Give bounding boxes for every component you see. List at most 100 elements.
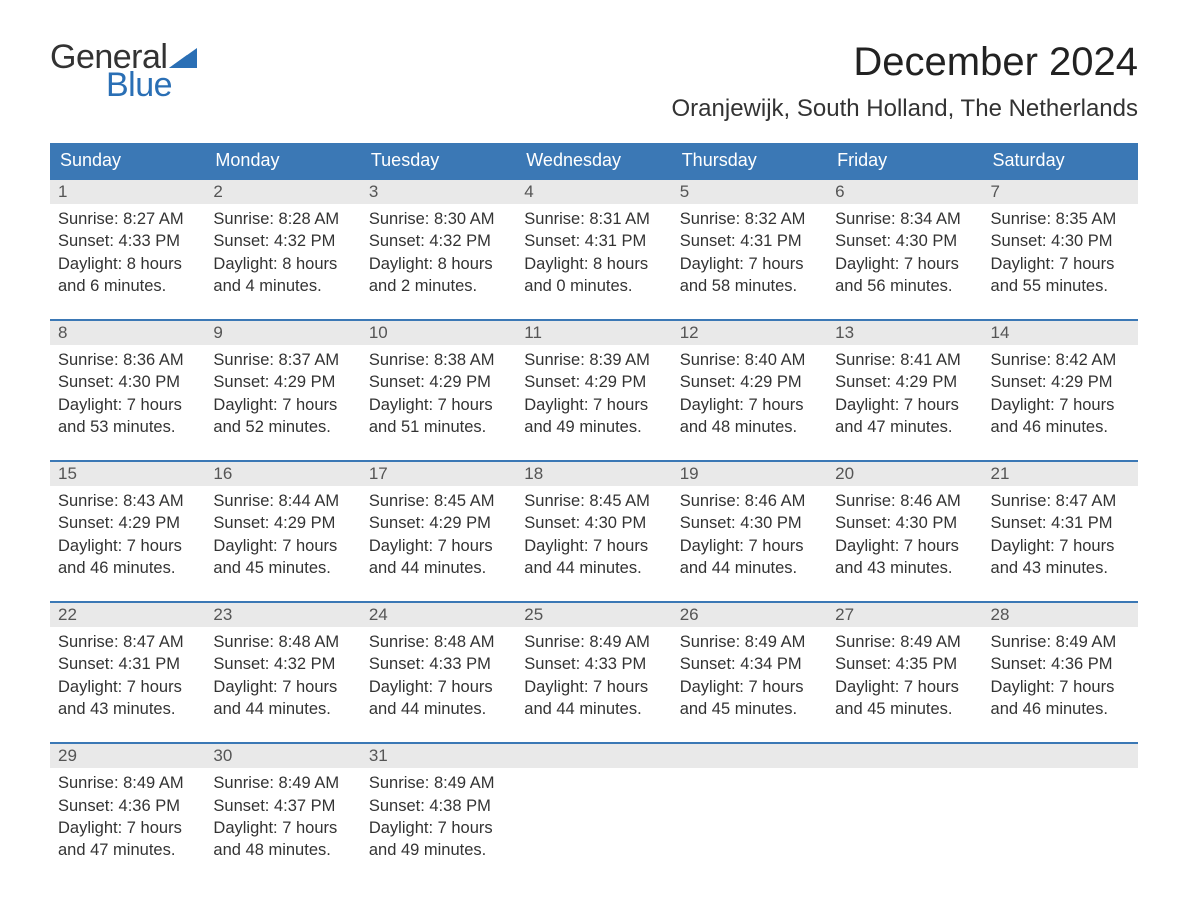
day-cell: Sunrise: 8:37 AMSunset: 4:29 PMDaylight:…: [205, 345, 360, 438]
daylight-text: Daylight: 8 hours: [213, 253, 352, 275]
day-number: 23: [205, 603, 360, 627]
sunrise-text: Sunrise: 8:45 AM: [369, 490, 508, 512]
day-number: 14: [983, 321, 1138, 345]
day-cell: Sunrise: 8:27 AMSunset: 4:33 PMDaylight:…: [50, 204, 205, 297]
daylight-text: and 47 minutes.: [835, 416, 974, 438]
sunset-text: Sunset: 4:29 PM: [369, 512, 508, 534]
daylight-text: Daylight: 7 hours: [369, 535, 508, 557]
sunset-text: Sunset: 4:36 PM: [58, 795, 197, 817]
day-number: 10: [361, 321, 516, 345]
day-cell: [672, 768, 827, 861]
day-cell: Sunrise: 8:46 AMSunset: 4:30 PMDaylight:…: [827, 486, 982, 579]
day-cell: Sunrise: 8:45 AMSunset: 4:30 PMDaylight:…: [516, 486, 671, 579]
sunrise-text: Sunrise: 8:44 AM: [213, 490, 352, 512]
sunset-text: Sunset: 4:29 PM: [680, 371, 819, 393]
day-cell: Sunrise: 8:48 AMSunset: 4:32 PMDaylight:…: [205, 627, 360, 720]
daylight-text: Daylight: 8 hours: [369, 253, 508, 275]
daylight-text: and 2 minutes.: [369, 275, 508, 297]
sunset-text: Sunset: 4:32 PM: [369, 230, 508, 252]
sunrise-text: Sunrise: 8:46 AM: [835, 490, 974, 512]
daylight-text: Daylight: 7 hours: [680, 676, 819, 698]
daylight-text: and 44 minutes.: [213, 698, 352, 720]
sunset-text: Sunset: 4:29 PM: [991, 371, 1130, 393]
day-number: 8: [50, 321, 205, 345]
day-cell: Sunrise: 8:49 AMSunset: 4:36 PMDaylight:…: [983, 627, 1138, 720]
daylight-text: and 43 minutes.: [58, 698, 197, 720]
day-number: 27: [827, 603, 982, 627]
sunrise-text: Sunrise: 8:49 AM: [680, 631, 819, 653]
day-number: 3: [361, 180, 516, 204]
day-number: 22: [50, 603, 205, 627]
sunset-text: Sunset: 4:29 PM: [835, 371, 974, 393]
daylight-text: and 46 minutes.: [58, 557, 197, 579]
daylight-text: Daylight: 7 hours: [991, 394, 1130, 416]
daylight-text: Daylight: 7 hours: [835, 253, 974, 275]
content-row: Sunrise: 8:47 AMSunset: 4:31 PMDaylight:…: [50, 627, 1138, 720]
daylight-text: Daylight: 7 hours: [835, 676, 974, 698]
sunrise-text: Sunrise: 8:38 AM: [369, 349, 508, 371]
day-cell: Sunrise: 8:48 AMSunset: 4:33 PMDaylight:…: [361, 627, 516, 720]
weekday-header: Sunday: [50, 143, 205, 178]
daylight-text: Daylight: 7 hours: [991, 253, 1130, 275]
day-cell: Sunrise: 8:39 AMSunset: 4:29 PMDaylight:…: [516, 345, 671, 438]
daylight-text: and 49 minutes.: [524, 416, 663, 438]
sunrise-text: Sunrise: 8:48 AM: [369, 631, 508, 653]
daylight-text: Daylight: 7 hours: [58, 535, 197, 557]
daylight-text: Daylight: 7 hours: [213, 394, 352, 416]
day-cell: Sunrise: 8:49 AMSunset: 4:37 PMDaylight:…: [205, 768, 360, 861]
daylight-text: and 47 minutes.: [58, 839, 197, 861]
daylight-text: Daylight: 7 hours: [680, 535, 819, 557]
daylight-text: and 51 minutes.: [369, 416, 508, 438]
daylight-text: and 44 minutes.: [524, 557, 663, 579]
day-number: 29: [50, 744, 205, 768]
day-number: 18: [516, 462, 671, 486]
sunset-text: Sunset: 4:34 PM: [680, 653, 819, 675]
day-cell: [516, 768, 671, 861]
daylight-text: and 46 minutes.: [991, 416, 1130, 438]
day-cell: [983, 768, 1138, 861]
sunrise-text: Sunrise: 8:28 AM: [213, 208, 352, 230]
day-cell: Sunrise: 8:35 AMSunset: 4:30 PMDaylight:…: [983, 204, 1138, 297]
daylight-text: and 0 minutes.: [524, 275, 663, 297]
day-cell: [827, 768, 982, 861]
sunset-text: Sunset: 4:30 PM: [680, 512, 819, 534]
day-number: 13: [827, 321, 982, 345]
daylight-text: Daylight: 7 hours: [524, 394, 663, 416]
daylight-text: and 48 minutes.: [680, 416, 819, 438]
sunset-text: Sunset: 4:35 PM: [835, 653, 974, 675]
daylight-text: and 49 minutes.: [369, 839, 508, 861]
daylight-text: and 58 minutes.: [680, 275, 819, 297]
logo: General Blue: [50, 40, 197, 102]
daylight-text: Daylight: 7 hours: [369, 394, 508, 416]
day-cell: Sunrise: 8:44 AMSunset: 4:29 PMDaylight:…: [205, 486, 360, 579]
day-number: 5: [672, 180, 827, 204]
day-number: 15: [50, 462, 205, 486]
day-number: 6: [827, 180, 982, 204]
week-row: 15161718192021Sunrise: 8:43 AMSunset: 4:…: [50, 460, 1138, 579]
daynum-row: 891011121314: [50, 321, 1138, 345]
day-cell: Sunrise: 8:41 AMSunset: 4:29 PMDaylight:…: [827, 345, 982, 438]
daynum-row: 15161718192021: [50, 462, 1138, 486]
sunset-text: Sunset: 4:30 PM: [835, 230, 974, 252]
daylight-text: Daylight: 7 hours: [991, 676, 1130, 698]
sunrise-text: Sunrise: 8:41 AM: [835, 349, 974, 371]
day-number: 20: [827, 462, 982, 486]
header: General Blue December 2024 Oranjewijk, S…: [50, 40, 1138, 135]
sunrise-text: Sunrise: 8:46 AM: [680, 490, 819, 512]
daylight-text: Daylight: 7 hours: [58, 817, 197, 839]
daylight-text: and 45 minutes.: [835, 698, 974, 720]
sunset-text: Sunset: 4:30 PM: [524, 512, 663, 534]
daylight-text: and 4 minutes.: [213, 275, 352, 297]
sunset-text: Sunset: 4:29 PM: [524, 371, 663, 393]
day-cell: Sunrise: 8:30 AMSunset: 4:32 PMDaylight:…: [361, 204, 516, 297]
day-cell: Sunrise: 8:46 AMSunset: 4:30 PMDaylight:…: [672, 486, 827, 579]
daylight-text: and 6 minutes.: [58, 275, 197, 297]
sunrise-text: Sunrise: 8:27 AM: [58, 208, 197, 230]
day-cell: Sunrise: 8:45 AMSunset: 4:29 PMDaylight:…: [361, 486, 516, 579]
weekday-header-row: Sunday Monday Tuesday Wednesday Thursday…: [50, 143, 1138, 178]
sunrise-text: Sunrise: 8:36 AM: [58, 349, 197, 371]
sunset-text: Sunset: 4:37 PM: [213, 795, 352, 817]
day-number: 21: [983, 462, 1138, 486]
sunrise-text: Sunrise: 8:35 AM: [991, 208, 1130, 230]
day-cell: Sunrise: 8:32 AMSunset: 4:31 PMDaylight:…: [672, 204, 827, 297]
